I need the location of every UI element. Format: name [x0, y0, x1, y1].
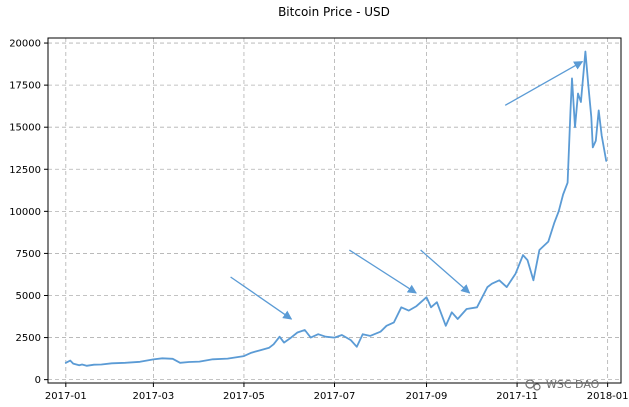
x-tick-label: 2017-07 [314, 391, 356, 402]
x-tick-label: 2018-01 [587, 391, 629, 402]
x-tick-label: 2017-01 [45, 391, 87, 402]
price-series-line [64, 50, 608, 367]
y-tick-label: 10000 [9, 207, 41, 218]
y-tick-label: 2500 [16, 333, 41, 344]
y-tick-label: 17500 [9, 81, 41, 92]
axes-layer: 0 2500 5000 7500 10000 12500 15000 17500 20000 20… [9, 37, 629, 402]
plot-frame [47, 37, 622, 384]
y-tick-label: 12500 [9, 165, 41, 176]
watermark-text: WSC DAO [546, 378, 600, 391]
grid-layer [48, 38, 621, 383]
annotation-arrow [504, 60, 584, 106]
annotation-arrow [348, 249, 417, 294]
watermark-icon [525, 379, 535, 389]
annotation-arrow [230, 276, 293, 320]
y-tick-label: 0 [35, 375, 41, 386]
watermark: WSC DAO [525, 378, 600, 391]
annotation-layer [230, 60, 584, 320]
y-tick-label: 15000 [9, 123, 41, 134]
x-tick-label: 2017-03 [132, 391, 174, 402]
watermark-icon-secondary [533, 383, 541, 391]
y-tick-label: 5000 [16, 291, 41, 302]
annotation-arrow [420, 249, 471, 294]
y-tick-label: 20000 [9, 39, 41, 50]
y-tick-label: 7500 [16, 249, 41, 260]
chart-title: Bitcoin Price - USD [278, 5, 390, 19]
series-layer [64, 50, 608, 367]
x-tick-label: 2017-09 [406, 391, 448, 402]
x-tick-label: 2017-05 [223, 391, 265, 402]
x-tick-label: 2017-11 [496, 391, 538, 402]
